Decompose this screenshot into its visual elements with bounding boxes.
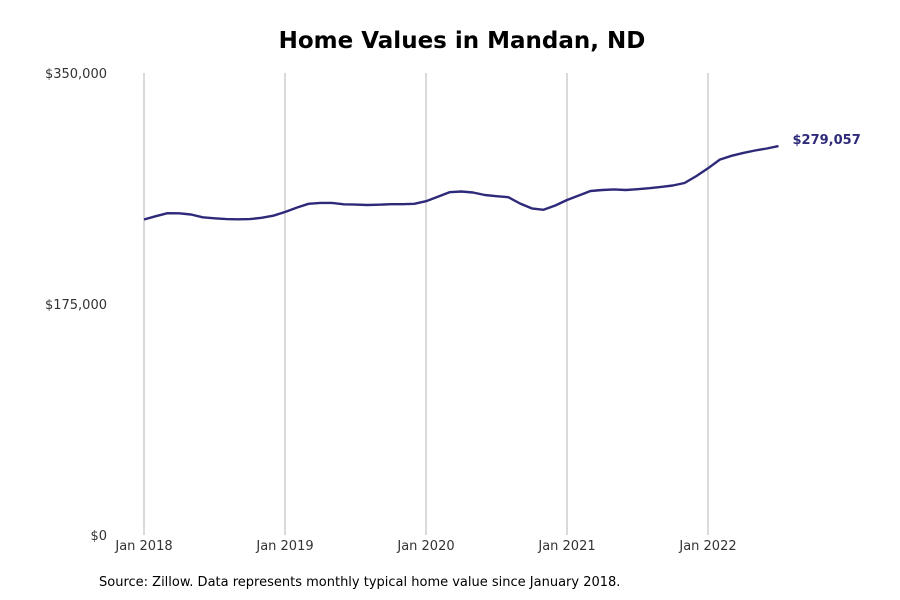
y-tick-label: $175,000 bbox=[45, 298, 107, 313]
grid-lines bbox=[143, 73, 709, 535]
y-tick-label: $0 bbox=[90, 529, 107, 544]
y-axis-ticks: $0 $175,000 $350,000 bbox=[45, 67, 107, 544]
x-axis-ticks: Jan 2018 Jan 2019 Jan 2020 Jan 2021 Jan 2022 bbox=[114, 539, 736, 554]
x-tick-label: Jan 2018 bbox=[114, 539, 172, 554]
x-tick-label: Jan 2021 bbox=[537, 539, 595, 554]
x-tick-label: Jan 2019 bbox=[255, 539, 313, 554]
chart-title: Home Values in Mandan, ND bbox=[278, 28, 646, 54]
end-value-label: $279,057 bbox=[793, 133, 861, 148]
x-tick-label: Jan 2020 bbox=[396, 539, 454, 554]
source-note: Source: Zillow. Data represents monthly … bbox=[99, 575, 621, 590]
y-tick-label: $350,000 bbox=[45, 67, 107, 82]
x-tick-label: Jan 2022 bbox=[678, 539, 736, 554]
series-line bbox=[143, 144, 779, 221]
